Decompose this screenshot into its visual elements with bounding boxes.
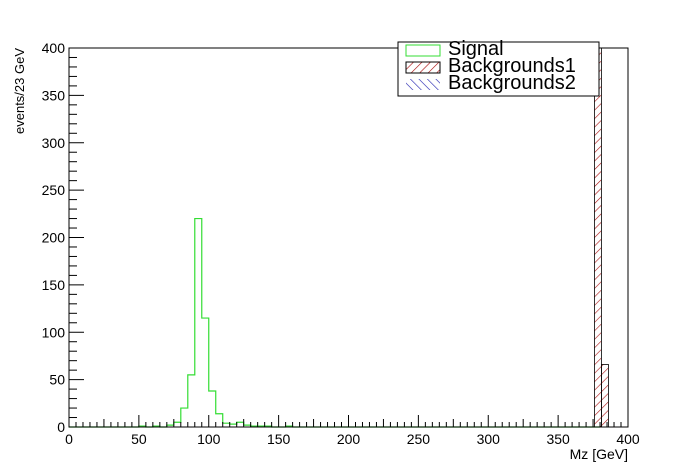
y-tick-label: 0 (57, 419, 65, 435)
legend-label-signal: Signal (448, 38, 504, 60)
y-tick-label: 100 (42, 324, 66, 340)
legend-swatch-backgrounds2 (406, 79, 440, 90)
y-tick-label: 200 (42, 230, 66, 246)
x-tick-label: 0 (65, 431, 73, 447)
legend-swatch-signal (405, 44, 441, 57)
y-tick-label: 150 (42, 277, 66, 293)
x-tick-label: 200 (337, 431, 361, 447)
x-tick-label: 100 (197, 431, 221, 447)
x-tick-label: 150 (267, 431, 291, 447)
x-axis-label: Mz [GeV] (570, 446, 628, 462)
y-tick-label: 400 (42, 40, 66, 56)
x-tick-label: 400 (616, 431, 640, 447)
y-tick-label: 250 (42, 182, 66, 198)
series-backgrounds1-bar (601, 364, 609, 428)
y-tick-label: 350 (42, 87, 66, 103)
y-axis-label: events/23 GeV (12, 48, 27, 134)
legend-swatch-backgrounds1 (405, 61, 441, 74)
y-tick-label: 50 (49, 372, 65, 388)
axes: 0 50 100 150 200 250 300 350 400 0 50 100 150 200 250 3… (42, 40, 640, 447)
x-tick-label: 50 (131, 431, 147, 447)
series-backgrounds1-bar (594, 47, 602, 428)
legend: Signal Backgrounds1 Backgrounds2 (397, 38, 600, 97)
y-tick-label: 300 (42, 135, 66, 151)
legend-label-backgrounds2: Backgrounds2 (448, 72, 576, 94)
x-tick-label: 350 (546, 431, 570, 447)
legend-label-backgrounds1: Backgrounds1 (448, 55, 576, 77)
x-tick-label: 300 (477, 431, 501, 447)
x-tick-label: 250 (407, 431, 431, 447)
